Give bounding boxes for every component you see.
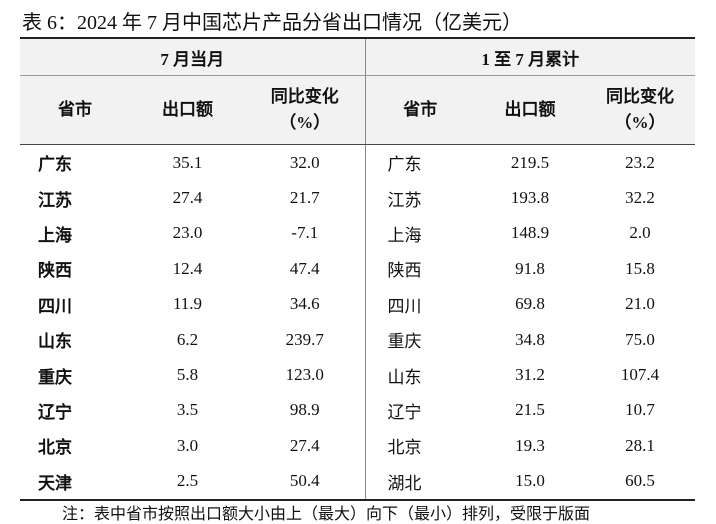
- data-row: 天津 2.5 50.4 湖北 15.0 60.5: [20, 463, 696, 501]
- cell: 32.2: [625, 188, 655, 208]
- cell: 28.1: [625, 435, 655, 455]
- cell: 2.0: [629, 223, 651, 243]
- cell: 193.8: [510, 188, 550, 208]
- cell: -7.1: [291, 223, 319, 243]
- cell: 60.5: [585, 463, 696, 501]
- cell: 239.7: [285, 329, 324, 349]
- cell: 107.4: [620, 365, 660, 385]
- cell: 湖北: [364, 463, 476, 501]
- cell: 北京: [364, 428, 476, 464]
- header-cell: 出口额: [475, 75, 586, 145]
- data-row: 陕西 12.4 47.4 陕西 91.8 15.8: [20, 251, 695, 287]
- cell: 34.6: [289, 294, 320, 314]
- cell: 上海: [38, 225, 72, 245]
- table: 7 月当月 1 至 7 月累计省市 出口额 同比变化 （%） 省市 出口额 同比变化 （%） 广东…: [20, 37, 696, 501]
- cell: 山东: [38, 332, 72, 352]
- header-cell: 同比变化 （%）: [585, 75, 696, 145]
- cell: 31.2: [515, 365, 545, 385]
- cell: 2.5: [130, 463, 245, 501]
- cell: 辽宁: [364, 392, 476, 429]
- cell: 6.2: [176, 329, 199, 349]
- header-line: （%）: [614, 113, 666, 132]
- header-line: 省市: [403, 100, 438, 119]
- cell: 69.8: [515, 294, 545, 314]
- header-line: 同比变化: [270, 87, 339, 106]
- cell: 5.8: [176, 365, 199, 385]
- header-line: 省市: [58, 100, 92, 119]
- cell: 27.4: [172, 188, 203, 208]
- cell: 123.0: [285, 365, 324, 385]
- data-row: 广东 35.1 32.0 广东 219.5 23.2: [20, 144, 695, 181]
- cell: 广东: [38, 155, 72, 175]
- cell: 148.9: [510, 223, 550, 243]
- cell: 12.4: [172, 258, 203, 278]
- data-row: 山东 6.2 239.7 重庆 34.8 75.0: [20, 321, 695, 358]
- cell: 广东: [364, 144, 476, 181]
- cell: 98.9: [289, 400, 320, 420]
- cell: 四川: [38, 296, 72, 316]
- header-cell: 省市: [20, 75, 130, 145]
- cell: 上海: [364, 215, 476, 252]
- cell: 天津: [20, 463, 130, 501]
- cell: 3.5: [176, 400, 199, 420]
- header-line: 出口额: [162, 100, 213, 119]
- cell: 重庆: [38, 367, 72, 387]
- header-cell: 省市: [364, 75, 476, 145]
- cell: 21.0: [625, 294, 655, 314]
- cell: 35.1: [172, 152, 203, 172]
- group-header: 1 至 7 月累计: [364, 37, 696, 76]
- cell: 27.4: [289, 435, 320, 455]
- cell: 15.8: [625, 258, 655, 278]
- data-row: 上海 23.0 -7.1 上海 148.9 2.0: [20, 215, 695, 252]
- cell: 陕西: [38, 261, 72, 281]
- cell: 重庆: [364, 321, 476, 358]
- header-line: 出口额: [504, 100, 556, 119]
- cell: 15.0: [475, 463, 586, 501]
- cell: 陕西: [364, 251, 476, 287]
- header-cell: 出口额: [130, 75, 245, 145]
- cell: 辽宁: [38, 402, 72, 422]
- cell: 10.7: [625, 400, 655, 420]
- cell: 江苏: [364, 180, 476, 216]
- title: 表 6：2024 年 7 月中国芯片产品分省出口情况（亿美元）: [22, 12, 522, 34]
- cell: 四川: [364, 286, 476, 322]
- cell: 山东: [364, 357, 476, 393]
- header-row: 省市 出口额 同比变化 （%） 省市 出口额 同比变化 （%）: [20, 75, 696, 145]
- cell: 47.4: [289, 258, 320, 278]
- table-body: 7 月当月 1 至 7 月累计省市 出口额 同比变化 （%） 省市 出口额 同比变化 （%） 广东…: [20, 37, 696, 501]
- cell: 11.9: [172, 294, 203, 314]
- cell: 江苏: [38, 190, 72, 210]
- cell: 19.3: [515, 435, 545, 455]
- note: 注：表中省市按照出口额大小由上（最大）向下（最小）排列，受限于版面: [62, 506, 591, 523]
- data-row: 江苏 27.4 21.7 江苏 193.8 32.2: [20, 180, 695, 216]
- group-header-row: 7 月当月 1 至 7 月累计: [20, 37, 696, 76]
- cell: 北京: [38, 438, 72, 458]
- header-line: 同比变化: [606, 87, 675, 106]
- header-line: （%）: [279, 113, 331, 132]
- data-row: 四川 11.9 34.6 四川 69.8 21.0: [20, 286, 695, 322]
- data-row: 辽宁 3.5 98.9 辽宁 21.5 10.7: [20, 392, 695, 429]
- cell: 21.5: [515, 400, 545, 420]
- cell: 3.0: [176, 435, 199, 455]
- cell: 75.0: [625, 329, 655, 349]
- data-row: 北京 3.0 27.4 北京 19.3 28.1: [20, 428, 695, 464]
- cell: 21.7: [289, 188, 320, 208]
- cell: 23.2: [625, 152, 655, 172]
- cell: 50.4: [245, 463, 366, 501]
- cell: 34.8: [515, 329, 545, 349]
- cell: 219.5: [510, 152, 550, 172]
- cell: 32.0: [289, 152, 320, 172]
- cell: 91.8: [515, 258, 545, 278]
- header-cell: 同比变化 （%）: [245, 75, 366, 145]
- group-header: 7 月当月: [20, 37, 366, 76]
- cell: 23.0: [172, 223, 203, 243]
- data-row: 重庆 5.8 123.0 山东 31.2 107.4: [20, 357, 695, 393]
